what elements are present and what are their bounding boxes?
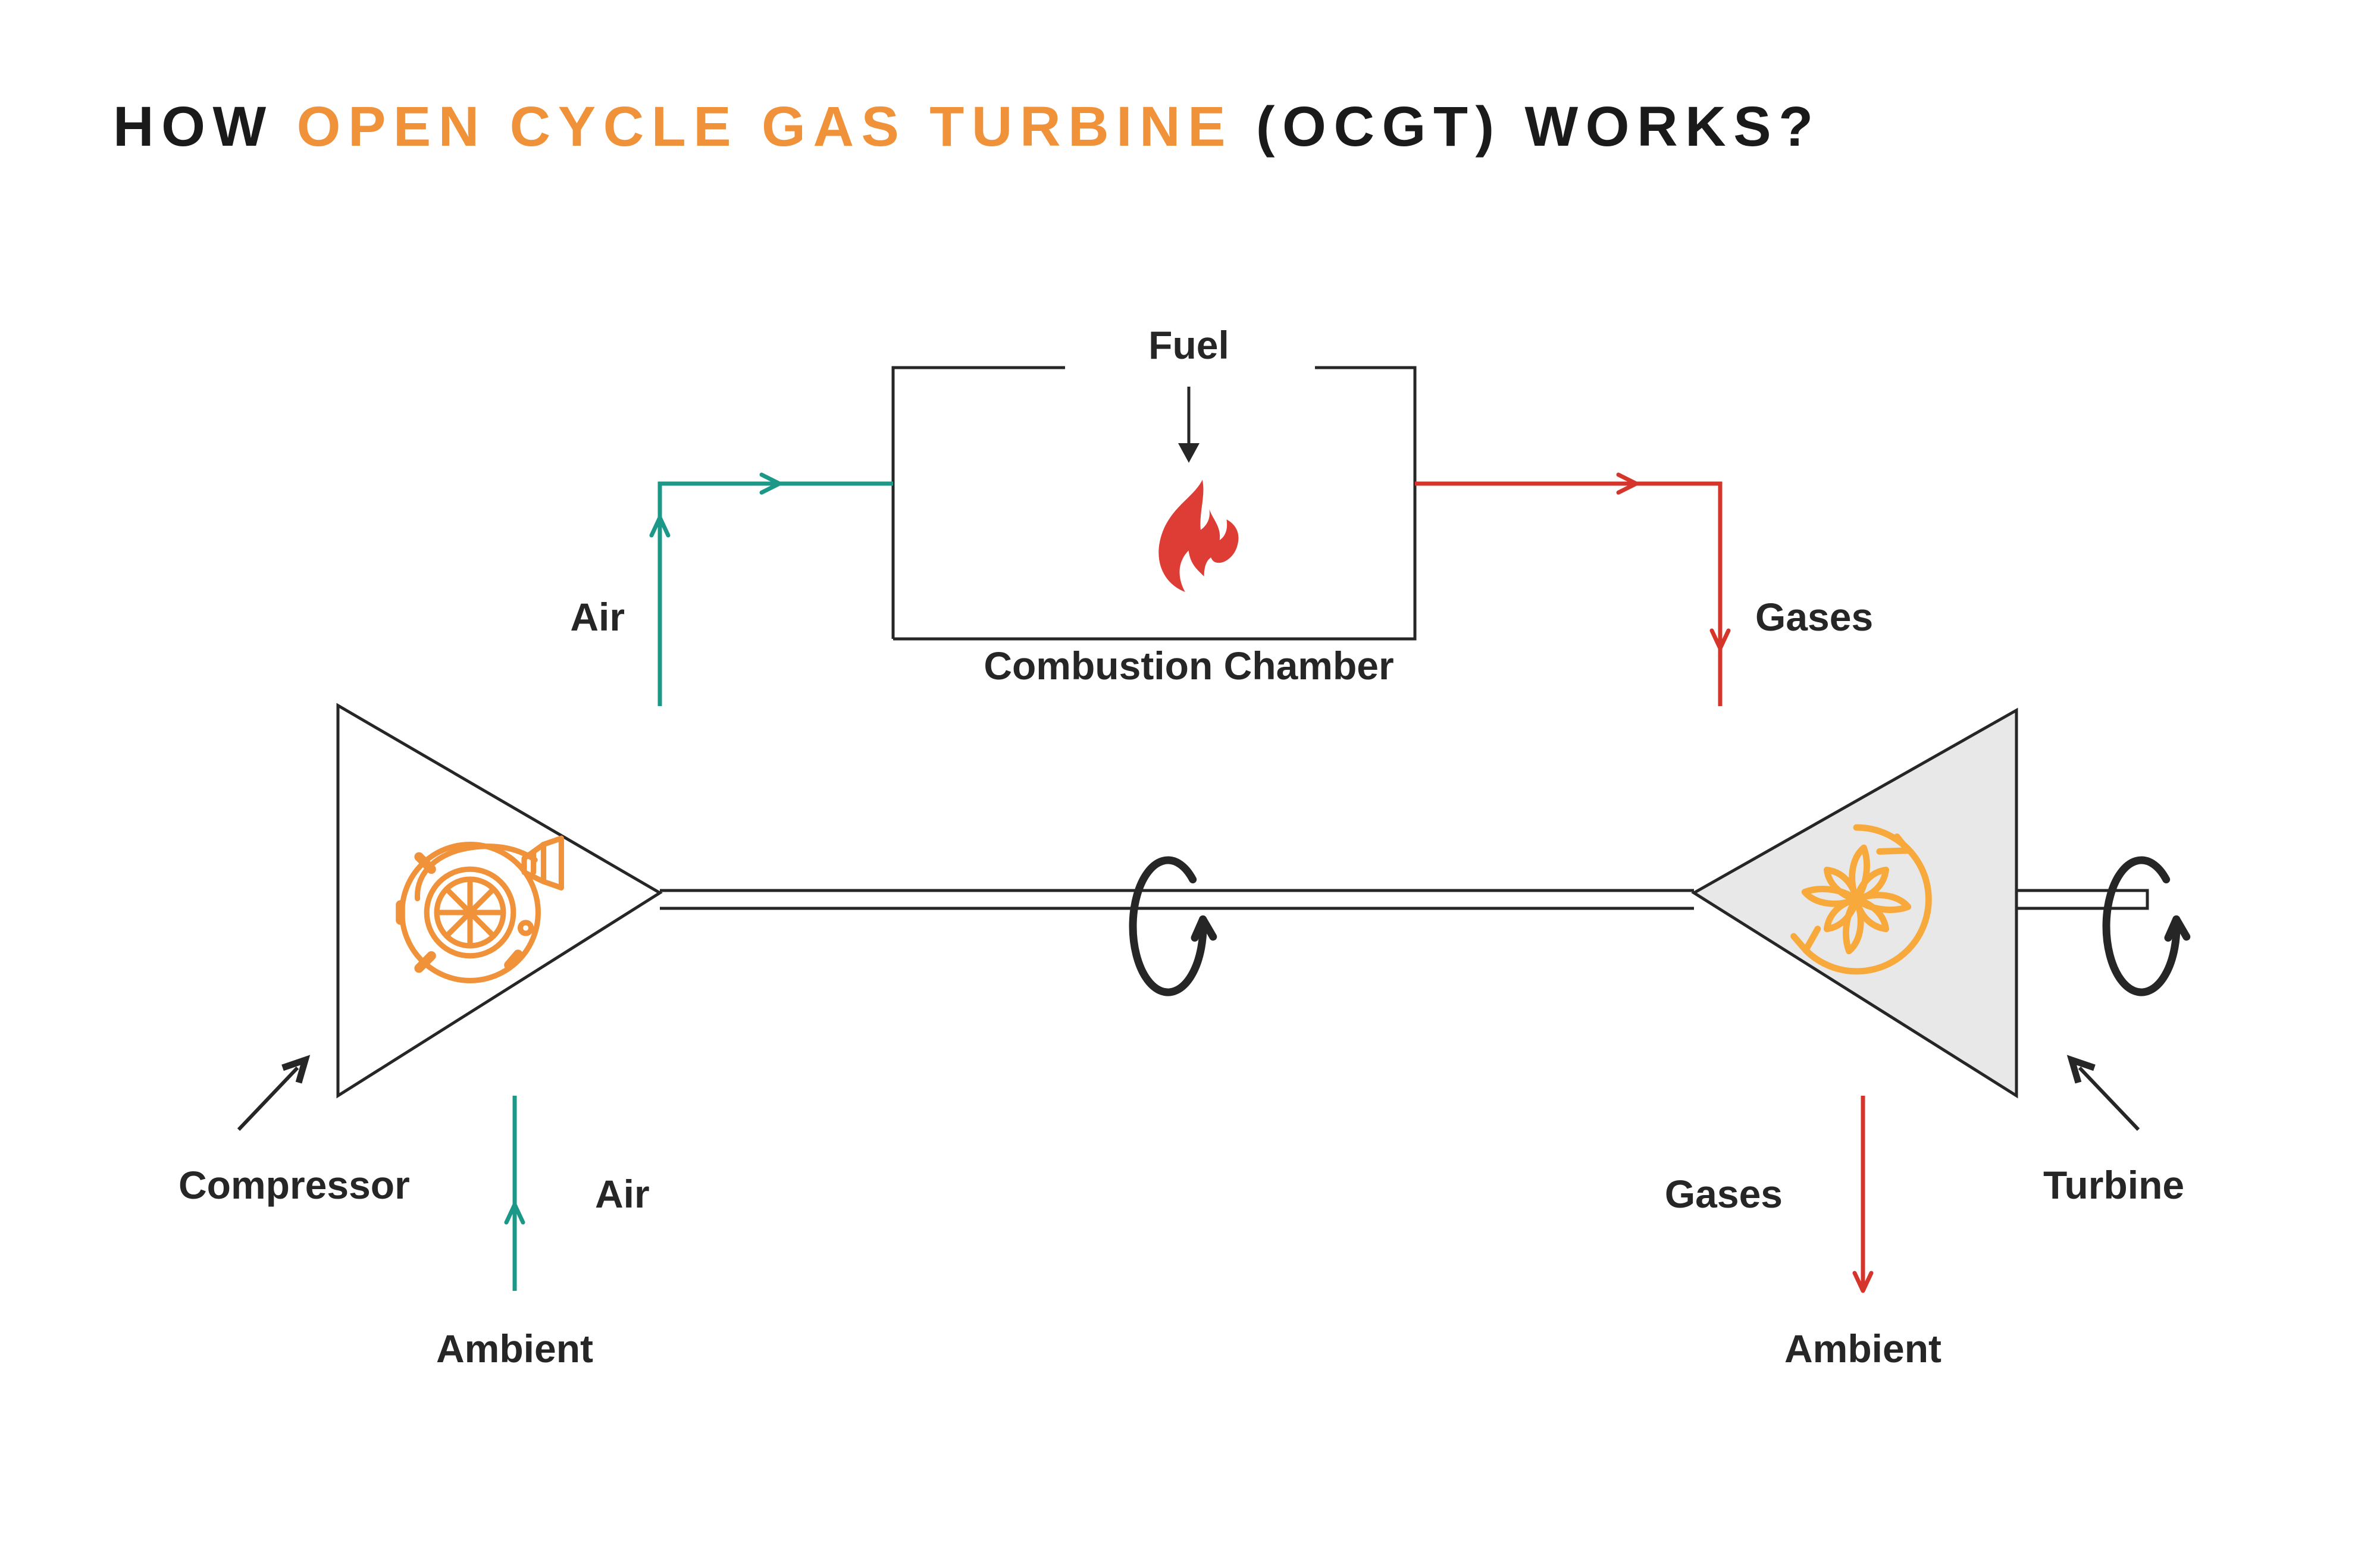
svg-text:Gases: Gases [1665,1172,1783,1216]
svg-text:Ambient: Ambient [1784,1327,1941,1371]
svg-text:Compressor: Compressor [178,1163,410,1207]
svg-text:Gases: Gases [1755,595,1873,639]
svg-text:Air: Air [595,1172,650,1216]
svg-text:Turbine: Turbine [2043,1163,2184,1207]
svg-text:Fuel: Fuel [1148,323,1229,367]
svg-text:Combustion Chamber: Combustion Chamber [984,644,1393,688]
svg-text:Ambient: Ambient [436,1327,593,1371]
svg-text:Air: Air [570,595,625,639]
